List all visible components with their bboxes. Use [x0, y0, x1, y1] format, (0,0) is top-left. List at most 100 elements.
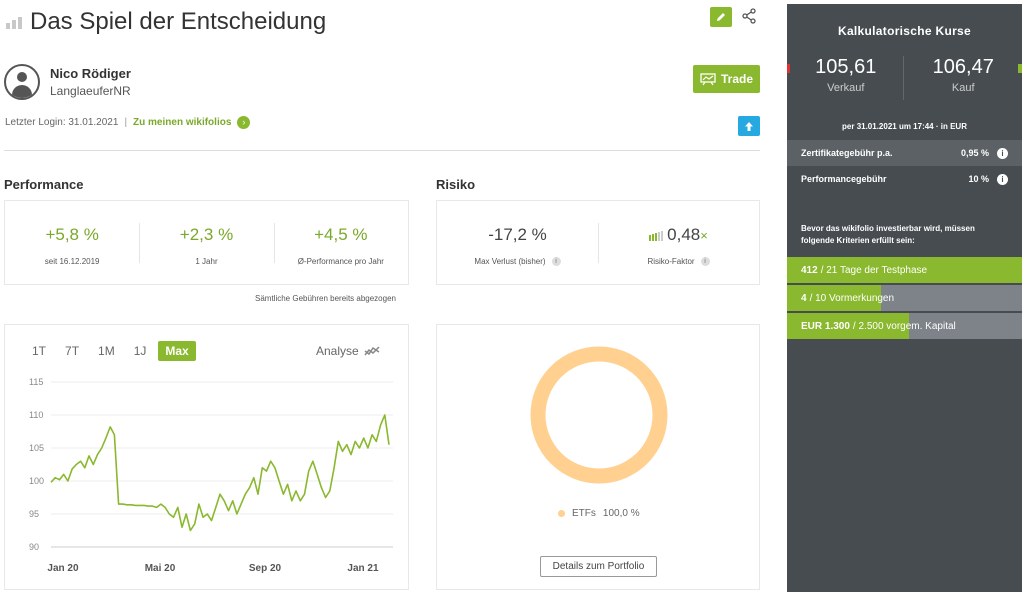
page-title: Das Spiel der Entscheidung [30, 8, 327, 35]
sell-marker [787, 64, 790, 73]
tab-7t[interactable]: 7T [65, 344, 80, 358]
criteria-bar-capital: EUR 1.300/ 2.500 vorgem. Kapital [787, 313, 1022, 339]
edit-button[interactable] [710, 7, 732, 27]
buy-marker [1018, 64, 1022, 73]
criteria-bar-testphase: 412/ 21 Tage der Testphase [787, 257, 1022, 283]
y-tick-label: 100 [29, 476, 44, 486]
y-tick-label: 95 [29, 509, 39, 519]
arrow-up-icon [745, 121, 753, 131]
info-icon[interactable]: i [997, 147, 1008, 159]
analyse-chart-icon [364, 346, 380, 356]
trade-button[interactable]: Trade [693, 65, 760, 93]
risk-level-icon [649, 230, 664, 241]
analyse-button[interactable]: Analyse [316, 344, 380, 358]
y-tick-label: 110 [29, 410, 43, 420]
tab-max[interactable]: Max [158, 341, 196, 361]
x-tick-label: Jan 21 [347, 563, 379, 574]
ranking-bars-icon [6, 15, 22, 29]
tab-1m[interactable]: 1M [98, 344, 115, 358]
login-row: Letzter Login: 31.01.2021 | Zu meinen wi… [5, 116, 251, 129]
kpi-value: -17,2 % [488, 225, 547, 244]
portfolio-legend: ETFs 100,0 % [558, 508, 640, 519]
criteria-progress [787, 313, 910, 339]
legend-value: 100,0 % [602, 508, 640, 519]
trade-button-label: Trade [720, 72, 753, 86]
y-tick-label: 115 [29, 377, 43, 387]
chart-card: 90 95 100 105 110 115 Jan 20 Mai 20 Sep 20 Jan 21… [4, 324, 409, 590]
my-wikifolios-link[interactable]: Zu meinen wikifolios [133, 117, 232, 128]
pencil-icon [717, 13, 725, 21]
kpi-value: 0,48 [667, 225, 701, 244]
buy-price-block: 106,47 Kauf [905, 56, 1023, 94]
criteria-progress [787, 285, 881, 311]
legend-label: ETFs [572, 508, 596, 519]
divider [4, 150, 760, 151]
x-tick-label: Mai 20 [145, 563, 176, 574]
kpi-one-year: +2,3 % 1 Jahr [139, 201, 273, 284]
criteria-value: 4 [801, 292, 807, 304]
kpi-label: Max Verlust (bisher) [474, 257, 546, 266]
criteria-value: EUR 1.300 [801, 320, 850, 332]
fees-note: Sämtliche Gebühren bereits abgezogen [255, 294, 396, 303]
portfolio-card: ETFs 100,0 % Details zum Portfolio [436, 324, 760, 590]
risk-heading: Risiko [436, 177, 476, 192]
legend-dot [558, 510, 565, 517]
info-icon[interactable]: i [997, 173, 1008, 185]
buy-label: Kauf [951, 82, 975, 94]
kpi-value: +4,5 % [314, 225, 368, 244]
share-icon[interactable] [742, 8, 756, 24]
avatar[interactable] [4, 64, 40, 100]
info-icon[interactable]: i [700, 257, 710, 267]
y-tick-label: 90 [29, 542, 39, 552]
criteria-text: Bevor das wikifolio investierbar wird, m… [801, 224, 975, 245]
fee-row-certificate: Zertifikategebühr p.a. 0,95 % i [787, 140, 1022, 166]
portfolio-donut[interactable] [529, 345, 669, 485]
kpi-risk-factor: 0,48× Risiko-Faktor i [598, 201, 759, 284]
analyse-label: Analyse [316, 344, 359, 358]
y-tick-label: 105 [29, 443, 44, 453]
kpi-label: Ø-Performance pro Jahr [297, 257, 384, 266]
portfolio-details-button[interactable]: Details zum Portfolio [540, 556, 657, 577]
series-line[interactable] [50, 414, 390, 532]
user-nickname: LanglaeuferNR [50, 84, 131, 98]
tab-1t[interactable]: 1T [32, 344, 47, 358]
performance-chart[interactable]: 90 95 100 105 110 115 Jan 20 Mai 20 Sep 20 Jan 21 [5, 325, 410, 591]
trader-profile[interactable]: Nico Rödiger LanglaeuferNR [4, 64, 131, 100]
performance-card: +5,8 % seit 16.12.2019 +2,3 % 1 Jahr +4,… [4, 200, 409, 285]
arrow-right-icon[interactable]: › [237, 116, 251, 129]
chart-board-icon [700, 72, 716, 85]
criteria-target: / 10 Vormerkungen [809, 292, 895, 304]
kpi-avg-per-year: +4,5 % Ø-Performance pro Jahr [273, 201, 408, 284]
user-name[interactable]: Nico Rödiger [50, 66, 131, 81]
criteria-progress [787, 257, 1022, 283]
title-row: Das Spiel der Entscheidung [6, 8, 326, 36]
x-tick-label: Sep 20 [249, 563, 282, 574]
info-icon[interactable]: i [551, 257, 561, 267]
sell-price: 105,61 [815, 56, 877, 78]
prices: 105,61 Verkauf 106,47 Kauf [787, 56, 1023, 100]
risk-card: -17,2 % Max Verlust (bisher) i 0,48× Risi… [436, 200, 760, 285]
fee-label: Zertifikategebühr p.a. [801, 148, 893, 158]
price-divider [903, 56, 904, 100]
price-sidebar: Kalkulatorische Kurse 105,61 Verkauf 106… [787, 4, 1022, 592]
kpi-label: Risiko-Faktor [647, 257, 695, 266]
last-login: Letzter Login: 31.01.2021 [5, 117, 119, 128]
criteria-target: / 21 Tage der Testphase [820, 264, 928, 276]
tab-1j[interactable]: 1J [133, 344, 147, 358]
kpi-label: seit 16.12.2019 [44, 257, 100, 266]
criteria-value: 412 [801, 264, 818, 276]
donut-slice-etfs[interactable] [530, 346, 668, 484]
criteria-bar-reservations: 4/ 10 Vormerkungen [787, 285, 1022, 311]
kpi-max-loss: -17,2 % Max Verlust (bisher) i [437, 201, 598, 284]
criteria-target: / 2.500 vorgem. Kapital [852, 320, 956, 332]
x-tick-label: Jan 20 [47, 563, 79, 574]
kpi-value: +2,3 % [179, 225, 234, 244]
chart-range-tabs: 1T 7T 1M 1J Max [25, 341, 201, 361]
kpi-value: +5,8 % [45, 225, 99, 244]
sidebar-title: Kalkulatorische Kurse [837, 24, 971, 38]
sell-label: Verkauf [827, 82, 865, 94]
upload-button[interactable] [738, 116, 760, 136]
fee-value: 10 % [968, 174, 989, 184]
kpi-since-start: +5,8 % seit 16.12.2019 [5, 201, 139, 284]
separator: | [124, 117, 128, 128]
